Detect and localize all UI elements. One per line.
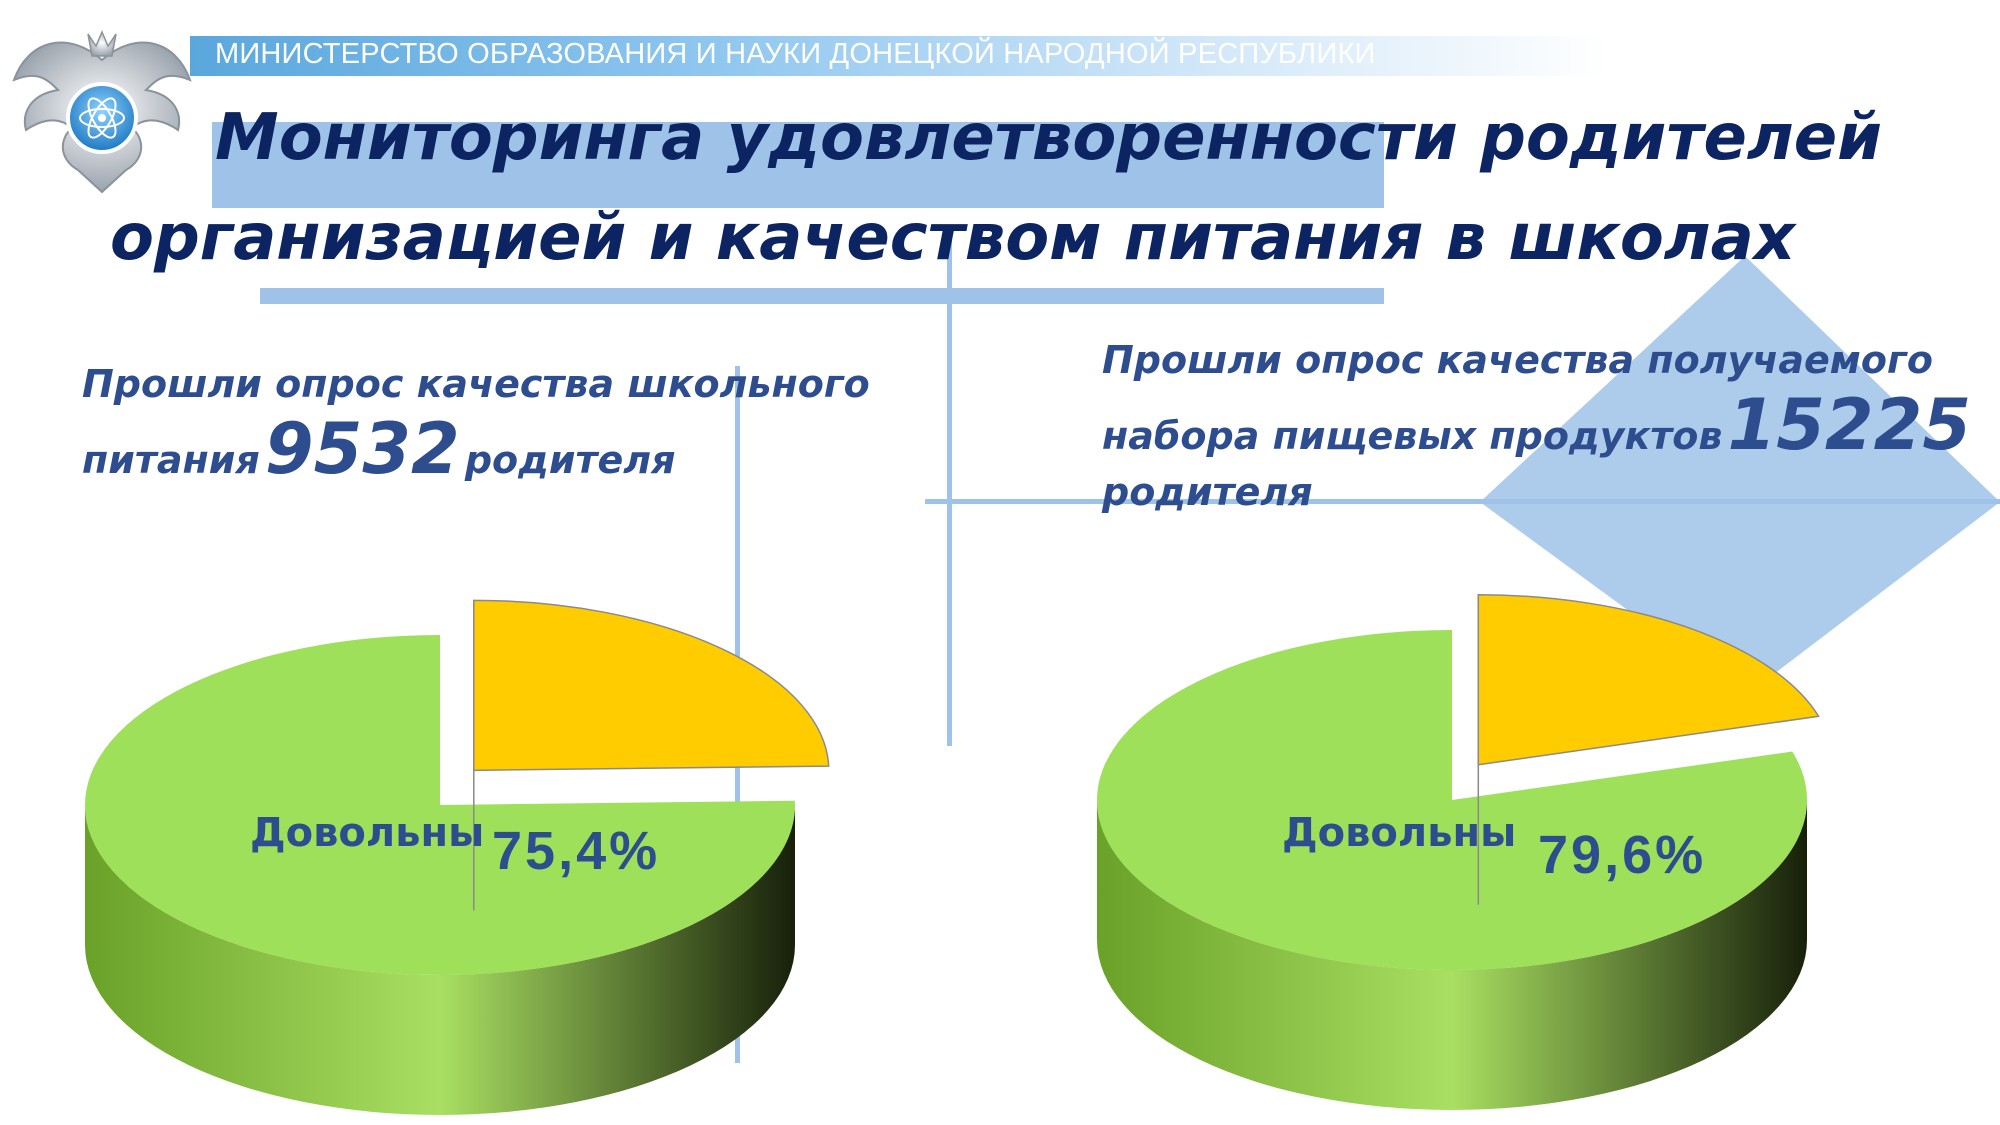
ministry-banner [190, 36, 1610, 76]
ministry-name: МИНИСТЕРСТВО ОБРАЗОВАНИЯ И НАУКИ ДОНЕЦКО… [215, 38, 1376, 70]
title-line-2: организацией и качеством питания в школа… [110, 201, 1796, 275]
left-survey-line-2: питания 9532 родителя [82, 408, 676, 490]
pie-1-value: 75,4% [492, 821, 661, 881]
pie-2-satisfied-side [1097, 800, 1807, 1110]
eagle-emblem-icon [12, 30, 192, 194]
title-underline [260, 288, 1384, 304]
left-survey-line-1: Прошли опрос качества школьного [82, 362, 870, 406]
left-survey-post: родителя [464, 438, 676, 482]
right-survey-line-1: Прошли опрос качества получаемого [1102, 338, 1933, 382]
left-survey-count: 9532 [264, 408, 460, 490]
pie-1-satisfied-slice [85, 635, 795, 975]
title-highlight-rect [212, 122, 1384, 208]
pie-1-other-slice [473, 599, 830, 772]
title-line-1: Мониторинга удовлетворенности родителей [215, 101, 1882, 175]
right-survey-line-3: родителя [1102, 470, 1313, 514]
right-survey-line-2: набора пищевых продуктов 15225 [1102, 384, 1971, 466]
pie-1-label: Довольны [250, 810, 485, 856]
decor-diamond [1480, 256, 2000, 696]
pie-2-label: Довольны [1282, 810, 1517, 856]
right-survey-pre: набора пищевых продуктов [1102, 414, 1723, 458]
decor-vertical-line-1 [947, 234, 952, 746]
pie-2-satisfied-slice [1096, 629, 1807, 970]
left-survey-pre: питания [82, 438, 260, 482]
decor-horizontal-line [925, 499, 2000, 504]
pie-2-value: 79,6% [1538, 825, 1707, 885]
pie-2-other-slice [1477, 593, 1820, 766]
pie-1-satisfied-side [85, 805, 795, 1115]
page-title: Мониторинга удовлетворенности родителей … [110, 88, 1910, 288]
right-survey-count: 15225 [1727, 384, 1972, 466]
